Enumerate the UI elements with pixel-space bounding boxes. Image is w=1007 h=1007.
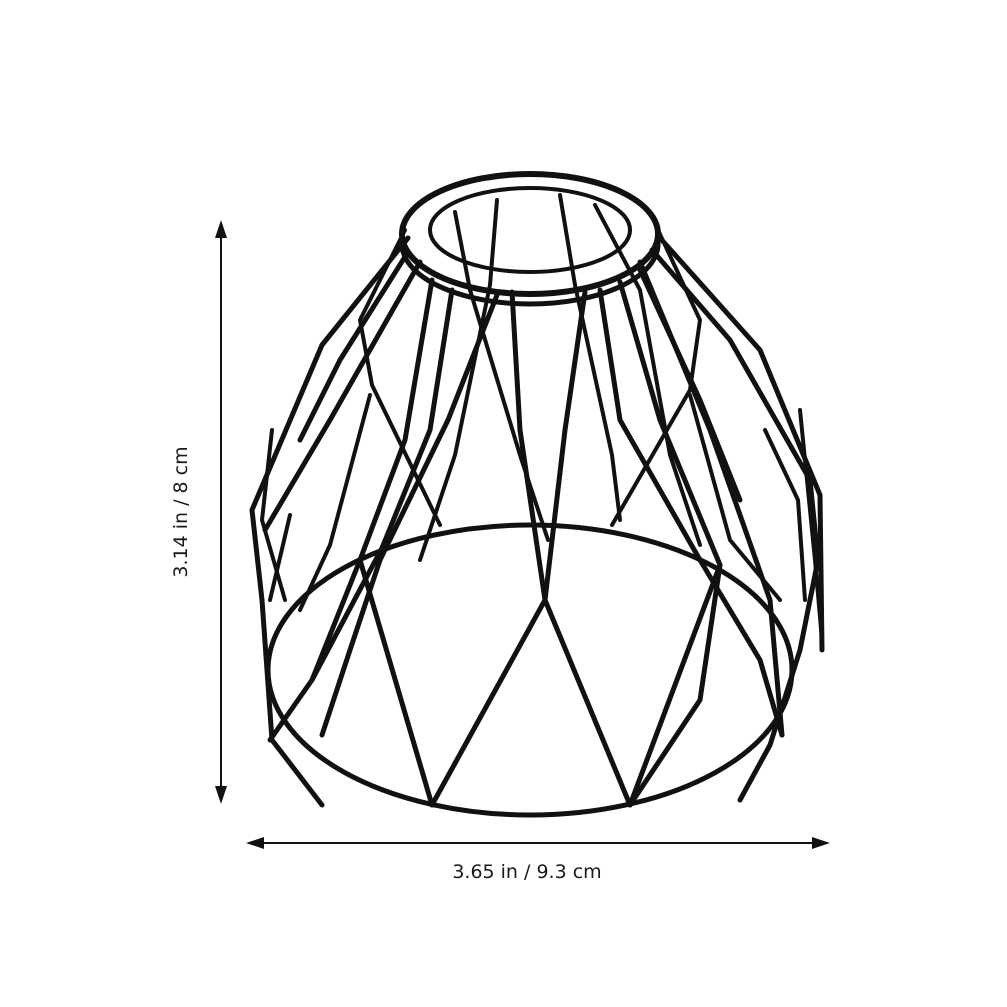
height-label: 3.14 in / 8 cm: [170, 446, 192, 577]
wire-cage-shade: [249, 171, 825, 818]
arrow-left-icon: [246, 837, 264, 849]
height-dimension: 3.14 in / 8 cm: [170, 220, 227, 804]
arrow-down-icon: [215, 786, 227, 804]
arrow-right-icon: [812, 837, 830, 849]
cage-front-wires: [249, 235, 825, 808]
arrow-up-icon: [215, 220, 227, 238]
bottom-ring: [265, 522, 795, 818]
width-dimension: 3.65 in / 9.3 cm: [246, 837, 830, 883]
width-label: 3.65 in / 9.3 cm: [452, 861, 601, 883]
